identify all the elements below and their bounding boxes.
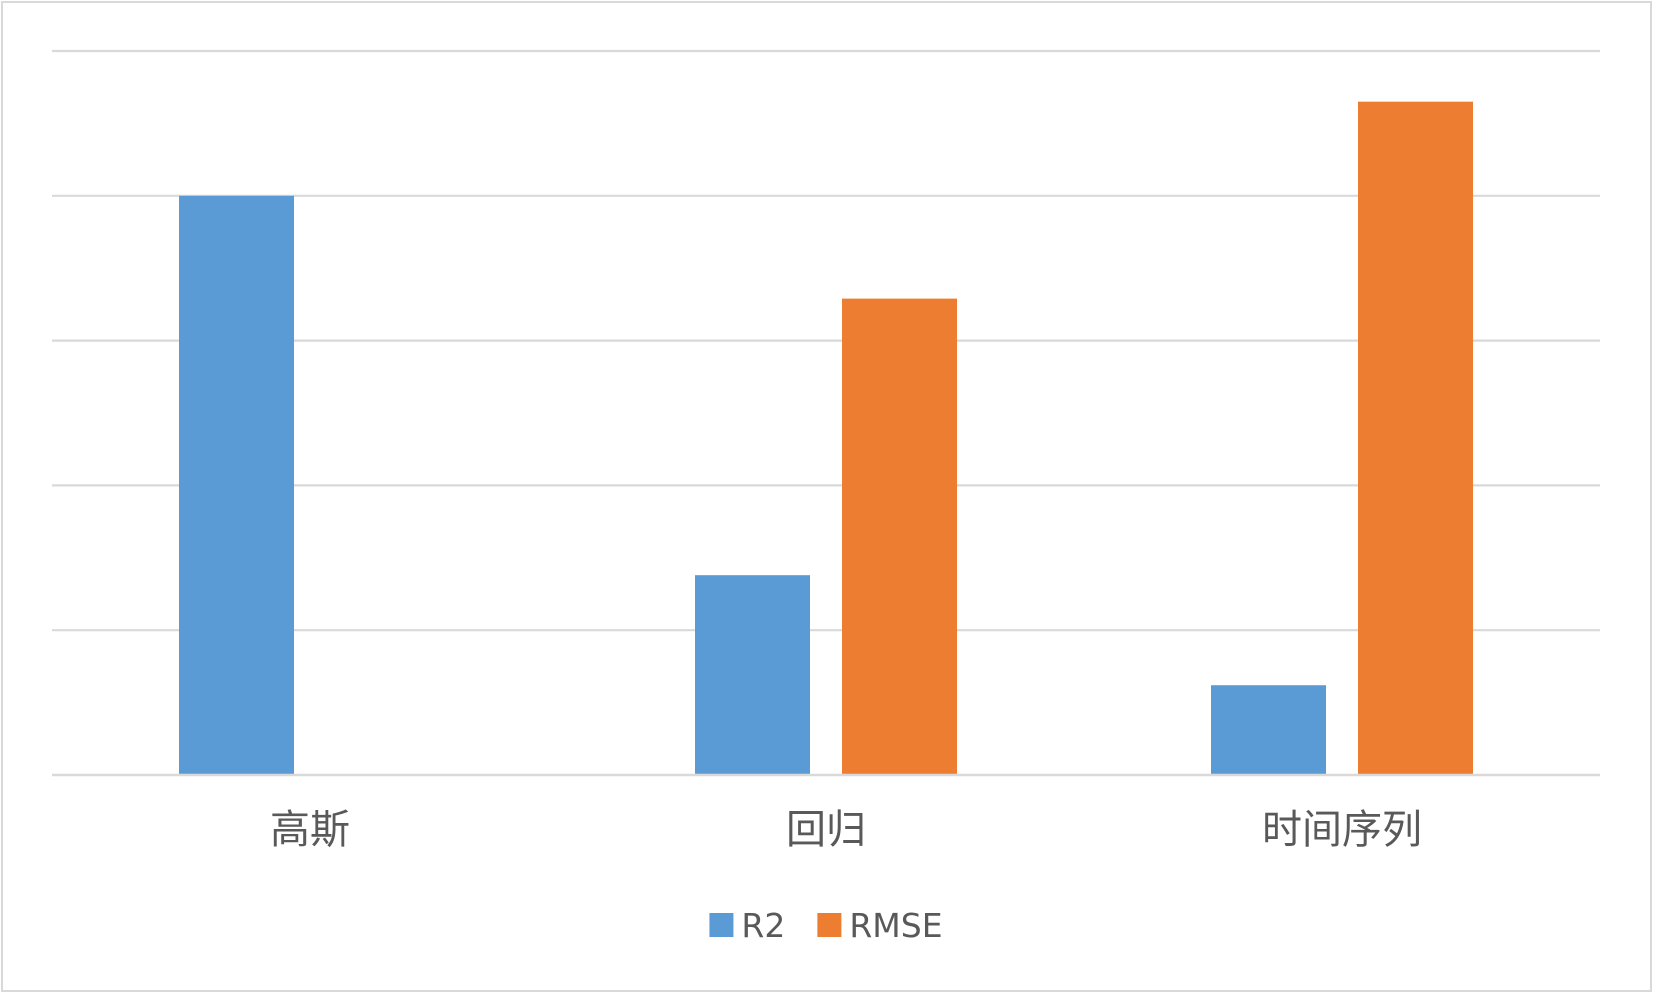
x-tick-label: 高斯 xyxy=(270,807,350,853)
legend-label-r2: R2 xyxy=(741,906,785,945)
x-axis: 高斯 回归 时间序列 xyxy=(52,773,1600,853)
bar-rmse-2 xyxy=(1358,101,1473,776)
bar-rmse-1 xyxy=(842,298,957,775)
legend-swatch-r2 xyxy=(709,913,734,937)
x-tick-label: 回归 xyxy=(786,807,866,853)
legend-label-rmse: RMSE xyxy=(849,906,942,945)
bar-r2-2 xyxy=(1211,685,1326,775)
bar-r2-1 xyxy=(695,575,810,775)
legend-swatch-rmse xyxy=(817,913,842,937)
bar-r2-0 xyxy=(179,195,294,776)
bars xyxy=(179,101,1473,776)
x-tick-label: 时间序列 xyxy=(1262,807,1422,853)
legend: R2 RMSE xyxy=(709,906,943,945)
gridlines xyxy=(52,49,1600,632)
